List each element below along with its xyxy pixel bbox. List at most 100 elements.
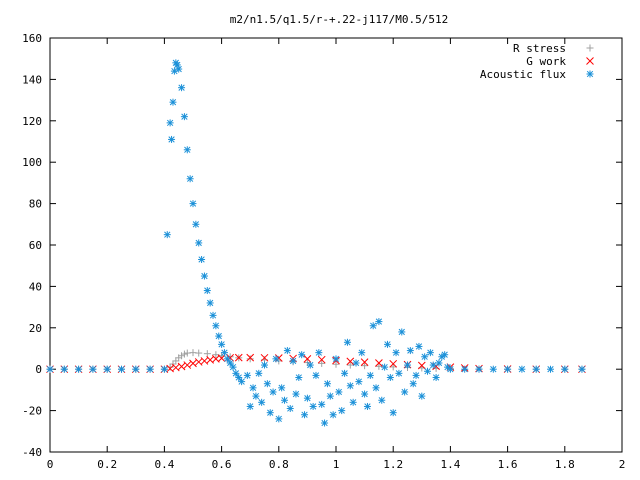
data-point xyxy=(318,400,326,408)
data-point xyxy=(412,371,420,379)
data-point xyxy=(372,384,380,392)
series-layer xyxy=(46,59,586,427)
data-point xyxy=(178,352,186,360)
data-point xyxy=(386,373,394,381)
legend-marker xyxy=(586,57,594,65)
data-point xyxy=(238,378,246,386)
x-tick-label: 0.6 xyxy=(212,458,232,471)
data-point xyxy=(160,365,168,373)
data-point xyxy=(203,350,211,358)
data-point xyxy=(226,359,234,367)
data-point xyxy=(178,84,186,92)
data-point xyxy=(166,119,174,127)
data-point xyxy=(166,363,174,371)
data-point xyxy=(289,357,297,365)
data-point xyxy=(326,392,334,400)
data-point xyxy=(200,272,208,280)
plot-frame xyxy=(49,37,623,453)
data-point xyxy=(246,355,254,363)
data-point xyxy=(317,355,326,364)
data-point xyxy=(169,98,177,106)
data-point xyxy=(346,382,354,390)
data-point xyxy=(217,354,226,363)
data-point xyxy=(75,365,83,373)
data-point xyxy=(547,365,554,373)
data-point xyxy=(346,361,354,369)
legend-label: G work xyxy=(526,55,566,68)
x-tick-label: 1.6 xyxy=(498,458,518,471)
data-point xyxy=(246,353,255,362)
data-point xyxy=(363,402,371,410)
data-point xyxy=(60,365,68,373)
data-point xyxy=(195,349,203,357)
data-point xyxy=(223,355,231,363)
data-point xyxy=(415,342,423,350)
y-tick-label: 40 xyxy=(29,280,42,293)
data-point xyxy=(475,365,483,373)
x-tick-label: 1 xyxy=(333,458,340,471)
x-tick-label: 2 xyxy=(619,458,626,471)
data-point xyxy=(312,371,320,379)
data-point xyxy=(532,365,540,373)
data-point xyxy=(518,365,526,373)
data-point xyxy=(278,384,286,392)
data-point xyxy=(504,365,512,373)
data-point xyxy=(266,409,274,417)
data-point xyxy=(246,402,254,410)
data-point xyxy=(183,146,191,154)
data-point xyxy=(404,361,411,369)
x-tick-label: 0.4 xyxy=(154,458,174,471)
data-point xyxy=(215,332,223,340)
data-point xyxy=(286,405,294,413)
data-point xyxy=(198,255,206,263)
data-point xyxy=(366,371,374,379)
legend-label: Acoustic flux xyxy=(480,68,566,81)
data-point xyxy=(426,349,434,357)
data-point xyxy=(349,398,357,406)
data-point xyxy=(212,322,220,330)
x-tick-label: 1.2 xyxy=(383,458,403,471)
data-point xyxy=(118,365,125,373)
data-point xyxy=(218,340,226,348)
y-tick-label: 140 xyxy=(22,73,42,86)
series-acoustic-flux xyxy=(46,59,586,427)
data-point xyxy=(258,398,266,406)
data-point xyxy=(389,359,398,368)
y-tick-label: 160 xyxy=(22,32,42,45)
data-point xyxy=(103,365,111,373)
data-point xyxy=(132,365,140,373)
data-point xyxy=(383,340,391,348)
data-point xyxy=(309,402,317,410)
data-point xyxy=(417,361,426,370)
data-point xyxy=(263,380,271,388)
data-point xyxy=(180,113,188,121)
data-point xyxy=(298,351,306,359)
data-point xyxy=(375,359,383,367)
legend-marker xyxy=(586,70,594,78)
data-point xyxy=(275,415,283,423)
data-point xyxy=(232,369,240,377)
data-point xyxy=(203,287,211,295)
y-tick-label: 60 xyxy=(29,239,42,252)
data-point xyxy=(343,338,351,346)
data-point xyxy=(220,349,228,357)
x-tick-label: 1.4 xyxy=(440,458,460,471)
data-point xyxy=(175,65,183,73)
data-point xyxy=(192,220,200,228)
data-point xyxy=(252,392,260,400)
data-point xyxy=(441,351,449,359)
data-point xyxy=(186,175,194,183)
data-point xyxy=(229,363,237,371)
data-point xyxy=(398,328,406,336)
data-point xyxy=(301,411,309,419)
data-point xyxy=(303,394,311,402)
data-point xyxy=(272,355,280,363)
data-point xyxy=(432,373,440,381)
y-tick-label: 100 xyxy=(22,156,42,169)
data-point xyxy=(335,388,343,396)
data-point xyxy=(292,390,300,398)
data-point xyxy=(89,365,97,373)
data-point xyxy=(352,359,360,367)
